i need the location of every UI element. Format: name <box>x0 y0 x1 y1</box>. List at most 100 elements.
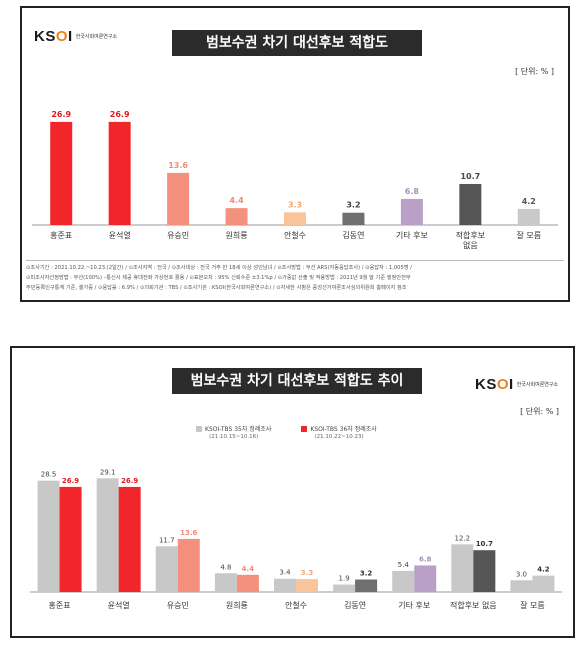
unit-label: [ 단위: % ] <box>520 407 559 416</box>
bar <box>342 212 365 225</box>
legend-swatch <box>301 425 308 432</box>
data-label: 10.7 <box>476 540 493 548</box>
bar-series-35 <box>37 480 60 592</box>
x-tick-label: 적합후보 <box>456 230 485 240</box>
data-label: 1.9 <box>339 575 350 583</box>
bar-series-36 <box>296 579 318 592</box>
data-label: 26.9 <box>110 110 130 119</box>
x-tick-label: 유승민 <box>167 230 189 240</box>
logo-mark: KSOI <box>475 376 514 393</box>
survey-footnote: ⊙조사기간 : 2021.10.22.~10.23.(2일간) / ⊙조사지역 … <box>26 260 564 293</box>
legend-label: KSOI-TBS 36차 정례조사 <box>310 426 377 433</box>
x-tick-label: 김동연 <box>344 600 366 610</box>
bar-series-36 <box>532 575 555 592</box>
logo-subtitle: 한국사회여론연구소 <box>75 34 118 40</box>
footnote-line: ⊙조사기간 : 2021.10.22.~10.23.(2일간) / ⊙조사지역 … <box>26 265 412 271</box>
x-tick-label: 안철수 <box>285 600 307 610</box>
bar-series-36 <box>177 538 200 592</box>
bar-series-35 <box>155 546 178 592</box>
bar <box>400 198 423 225</box>
data-label: 4.2 <box>537 566 550 574</box>
data-label: 26.9 <box>51 110 71 119</box>
ksoi-logo: KSOI 한국사회여론연구소 <box>475 376 558 393</box>
data-label: 10.7 <box>460 172 480 181</box>
x-tick-label: 없음 <box>463 241 478 250</box>
legend-item: KSOI-TBS 36차 정례조사 (21.10.22~10.23) <box>301 424 377 440</box>
unit-label: [ 단위: % ] <box>515 67 554 76</box>
chart-panel-1: KSOI 한국사회여론연구소 범보수권 차기 대선후보 적합도 [ 단위: % … <box>20 6 570 302</box>
legend-period: (21.10.22~10.23) <box>314 434 364 440</box>
chart-title: 범보수권 차기 대선후보 적합도 <box>172 30 422 56</box>
data-label: 3.3 <box>301 569 314 577</box>
data-label: 13.6 <box>180 529 197 537</box>
legend-label: KSOI-TBS 35차 정례조사 <box>205 426 272 433</box>
bar <box>284 212 306 225</box>
x-tick-label: 유승민 <box>167 600 189 610</box>
bar <box>167 172 190 225</box>
data-label: 3.4 <box>279 569 291 577</box>
data-label: 4.4 <box>229 196 244 205</box>
x-tick-label: 안철수 <box>284 230 306 240</box>
data-label: 4.2 <box>522 197 536 206</box>
data-label: 26.9 <box>62 477 79 485</box>
bar-series-35 <box>392 570 415 592</box>
bar-chart-1: 26.9 홍준표 26.9 윤석열 13.6 유승민 4.4 원희룡 3.3 안철수 3.2 김동연 6… <box>32 110 558 250</box>
x-tick-label: 윤석열 <box>109 230 131 240</box>
chart-legend: KSOI-TBS 35차 정례조사 (21.10.15~10.16) KSOI-… <box>196 424 377 440</box>
footnote-line: ⊙피조사자선정방법 : 무선(100%) –통신사 제공 휴대전화 가상번호 활… <box>26 275 411 281</box>
data-label: 11.7 <box>159 536 175 544</box>
x-tick-label: 원희룡 <box>226 600 248 610</box>
data-label: 29.1 <box>100 468 116 476</box>
x-tick-label: 기타 후보 <box>396 231 428 240</box>
data-label: 4.4 <box>242 565 255 573</box>
bar-series-36 <box>236 574 259 592</box>
bar-series-36 <box>118 486 141 592</box>
legend-swatch <box>196 425 202 432</box>
bar-series-35 <box>333 584 356 592</box>
bar <box>50 121 73 225</box>
x-tick-label: 기타 후보 <box>398 601 430 610</box>
x-tick-label: 김동연 <box>342 230 364 240</box>
data-label: 6.8 <box>405 187 420 196</box>
bar <box>108 121 131 225</box>
x-tick-label: 윤석열 <box>108 600 130 610</box>
bar <box>225 208 248 225</box>
bar-series-35 <box>510 580 533 592</box>
bar-series-36 <box>473 550 496 592</box>
x-tick-label: 적합후보 없음 <box>450 600 497 610</box>
data-label: 4.8 <box>220 563 231 571</box>
bar-series-35 <box>96 478 119 592</box>
data-label: 13.6 <box>168 161 188 170</box>
chart-title: 범보수권 차기 대선후보 적합도 추이 <box>172 368 422 394</box>
bar-series-36 <box>414 565 437 592</box>
data-label: 3.2 <box>346 201 360 210</box>
bar-series-36 <box>59 486 82 592</box>
data-label: 3.2 <box>360 570 373 578</box>
data-label: 12.2 <box>455 534 471 542</box>
data-label: 3.0 <box>516 570 527 578</box>
bar-series-35 <box>274 578 296 592</box>
logo-subtitle: 한국사회여론연구소 <box>516 382 559 388</box>
x-tick-label: 홍준표 <box>49 600 71 610</box>
data-label: 26.9 <box>121 477 138 485</box>
logo-mark: KSOI <box>34 28 73 45</box>
data-label: 5.4 <box>398 561 410 569</box>
ksoi-logo: KSOI 한국사회여론연구소 <box>34 28 117 45</box>
bar-series-36 <box>355 579 378 592</box>
x-tick-label: 원희룡 <box>226 230 248 240</box>
bar-series-35 <box>214 573 237 592</box>
bar-series-35 <box>451 544 474 592</box>
chart-panel-2: 범보수권 차기 대선후보 적합도 추이 KSOI 한국사회여론연구소 [ 단위:… <box>10 346 575 638</box>
x-tick-label: 홍준표 <box>50 230 72 240</box>
legend-period: (21.10.15~10.16) <box>209 434 259 440</box>
x-tick-label: 잘 모름 <box>516 231 541 240</box>
legend-item: KSOI-TBS 35차 정례조사 (21.10.15~10.16) <box>196 424 271 440</box>
bar-chart-2: 28.5 26.9 홍준표 29.1 26.9 윤석열 11.7 13.6 유승민 4.8 4.4 원… <box>30 468 562 610</box>
footnote-line: 주민등록인구통계 기준, 셀가중 / ⊙응답률 : 6.9% / ⊙의뢰기관 :… <box>26 285 407 291</box>
data-label: 6.8 <box>419 555 432 563</box>
data-label: 3.3 <box>288 200 302 209</box>
x-tick-label: 잘 모름 <box>520 601 545 610</box>
bar <box>459 183 482 225</box>
bar <box>517 208 540 225</box>
data-label: 28.5 <box>41 471 57 479</box>
